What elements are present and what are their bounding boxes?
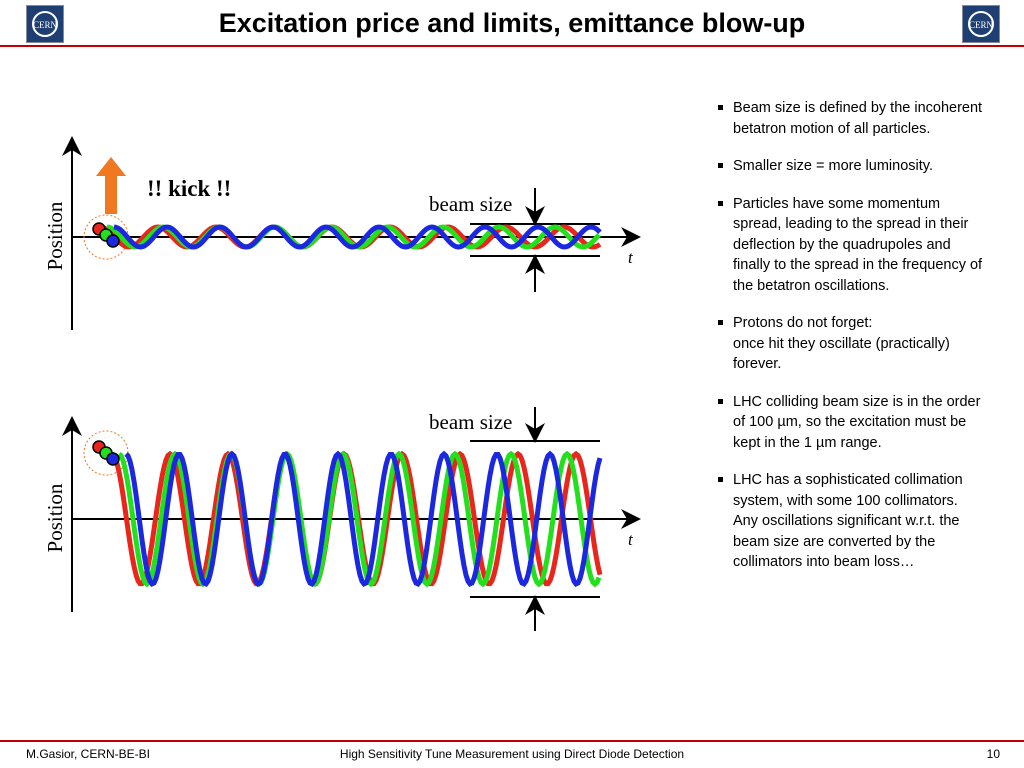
y-axis-label: Position	[43, 483, 67, 552]
slide-title: Excitation price and limits, emittance b…	[218, 8, 806, 38]
cern-logo: CERN	[26, 5, 64, 43]
title-rule	[0, 45, 1024, 47]
oscillation	[113, 224, 602, 250]
page-number: 10	[986, 747, 1000, 761]
footer-author: M.Gasior, CERN-BE-BI	[26, 747, 151, 761]
bullet: Beam size is defined by the incoherent b…	[716, 98, 984, 139]
diagram: !! kick !! beam size Position t beam siz…	[43, 136, 641, 631]
footer-talk: High Sensitivity Tune Measurement using …	[339, 747, 685, 761]
footer-rule	[0, 740, 1024, 742]
beam-size-label: beam size	[429, 192, 512, 216]
bullet: Smaller size = more luminosity.	[716, 156, 984, 177]
x-axis-label: t	[628, 248, 634, 267]
diagram-small-kick: !! kick !! beam size Position t	[43, 136, 641, 330]
cern-logo: CERN	[962, 5, 1000, 43]
bullet: Protons do not forget: once hit they osc…	[716, 313, 984, 375]
y-axis-label: Position	[43, 201, 67, 270]
bullet: Particles have some momentum spread, lea…	[716, 194, 984, 297]
oscillation	[117, 450, 602, 588]
svg-text:CERN: CERN	[33, 20, 58, 30]
x-axis-label: t	[628, 530, 634, 549]
diagram-large-kick: beam size Position t	[43, 407, 641, 631]
particle	[106, 452, 120, 466]
beam-size-label: beam size	[429, 410, 512, 434]
bullet: LHC has a sophisticated collimation syst…	[716, 470, 984, 573]
particle	[106, 234, 120, 248]
kick-label: !! kick !!	[147, 176, 231, 201]
bullet-list: Beam size is defined by the incoherent b…	[716, 98, 984, 590]
svg-text:CERN: CERN	[969, 20, 994, 30]
bullet: LHC colliding beam size is in the order …	[716, 392, 984, 454]
oscillation	[124, 450, 603, 588]
